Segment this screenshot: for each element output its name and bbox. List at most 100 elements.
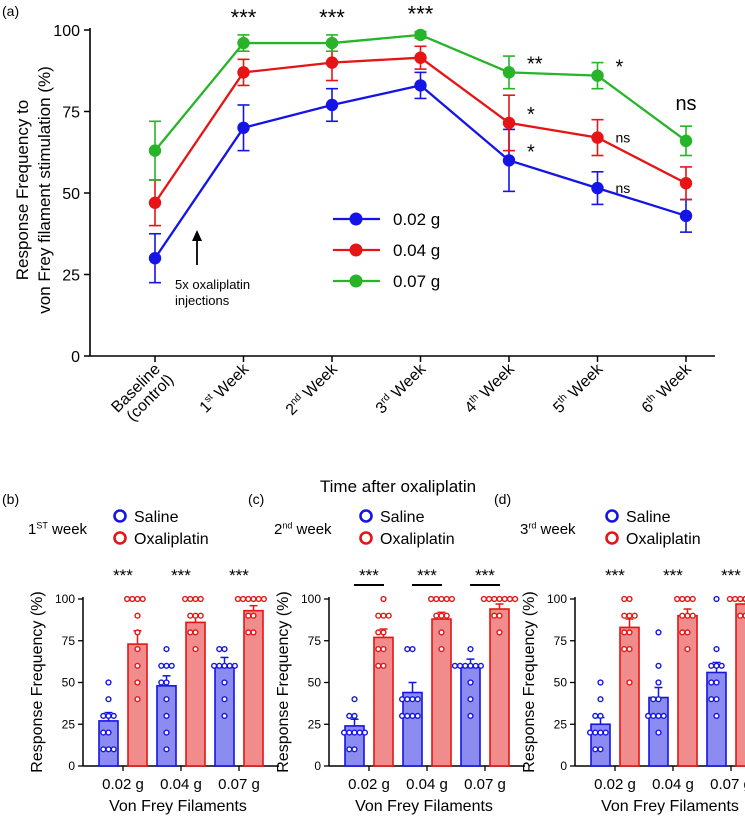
data-point xyxy=(644,712,652,720)
data-point xyxy=(409,696,416,703)
data-point xyxy=(134,662,141,669)
data-point xyxy=(192,595,199,603)
data-point xyxy=(591,181,604,195)
bar xyxy=(98,720,119,767)
legend-marker xyxy=(113,509,127,523)
data-point xyxy=(134,595,141,603)
data-point xyxy=(467,712,474,720)
sig-marker: *** xyxy=(475,566,495,585)
data-point xyxy=(197,612,204,619)
a-xtick-label: 5th Week xyxy=(549,359,607,417)
data-point xyxy=(501,595,508,603)
data-point xyxy=(679,595,686,603)
a-ytick-label: 50 xyxy=(62,186,80,203)
data-point xyxy=(105,712,112,720)
panel-c: (c) 2nd week Saline Oxaliplatin 0 25 50 75 100 Re… xyxy=(248,491,525,815)
panel-title-rest: week xyxy=(536,521,576,538)
a-ylabel-line-1: Response Frequency to xyxy=(13,100,32,281)
data-point xyxy=(592,729,599,736)
data-point xyxy=(351,712,358,720)
data-point xyxy=(226,662,233,669)
data-point xyxy=(380,645,387,653)
data-point xyxy=(123,595,131,603)
data-point xyxy=(148,252,162,265)
annotation-line-2: injections xyxy=(175,293,230,308)
data-point xyxy=(496,612,503,619)
data-point xyxy=(438,612,445,619)
a-ylabel-line-2: von Frey filament stimulation (%) xyxy=(35,66,54,314)
data-point xyxy=(650,712,657,720)
data-point xyxy=(158,679,165,686)
data-point xyxy=(221,696,228,703)
sig-marker: *** xyxy=(417,566,437,585)
data-point xyxy=(237,66,250,79)
a-xtick-label-rest: Week xyxy=(474,360,519,405)
data-point xyxy=(105,679,112,686)
ytick-label: 50 xyxy=(62,676,76,690)
ytick-label: 0 xyxy=(560,759,567,773)
data-point xyxy=(134,629,141,636)
data-point xyxy=(375,662,382,669)
data-point xyxy=(713,595,720,603)
annotation-line-1: 5x oxaliplatin xyxy=(175,277,250,292)
data-point xyxy=(467,645,474,653)
data-point xyxy=(467,662,474,669)
data-point xyxy=(502,154,516,167)
panel-title-rest: week xyxy=(292,521,332,538)
data-point xyxy=(592,712,599,720)
data-point xyxy=(346,729,353,736)
data-point xyxy=(375,612,382,619)
legend-label: Oxaliplatin xyxy=(380,531,455,548)
data-point xyxy=(163,662,170,669)
data-point xyxy=(110,746,117,753)
data-point xyxy=(250,595,257,603)
sig-marker: ns xyxy=(675,93,696,115)
data-point xyxy=(325,98,339,112)
data-point xyxy=(139,595,146,603)
legend-label: 0.02 g xyxy=(393,210,440,229)
ytick-label: 25 xyxy=(62,717,76,731)
data-point xyxy=(713,679,720,686)
legend-marker xyxy=(605,531,619,545)
ylabel: Response Frequency (%) xyxy=(521,591,538,772)
data-point xyxy=(626,612,633,619)
sig-marker: *** xyxy=(113,566,133,585)
data-point xyxy=(197,595,204,603)
data-point xyxy=(655,729,662,736)
data-point xyxy=(221,712,228,720)
a-xtick-label: 4th Week xyxy=(461,359,519,417)
data-point xyxy=(399,712,406,720)
data-point xyxy=(163,712,170,720)
data-point xyxy=(129,595,136,603)
data-point xyxy=(650,696,657,703)
xlabel: Von Frey Filaments xyxy=(355,798,493,815)
ytick-label: 75 xyxy=(554,634,568,648)
data-point xyxy=(231,662,239,669)
data-point xyxy=(234,595,242,603)
bar xyxy=(402,691,423,767)
panel-label: (d) xyxy=(494,491,511,507)
data-point xyxy=(245,612,252,619)
data-point xyxy=(597,712,604,720)
data-point xyxy=(655,662,662,669)
data-point xyxy=(597,746,604,753)
data-point xyxy=(148,196,162,209)
data-point xyxy=(597,729,604,736)
data-point xyxy=(346,746,353,753)
data-point xyxy=(100,746,107,753)
a-xtick-label-rest: Week xyxy=(208,360,253,405)
ylabel: Response Frequency (%) xyxy=(29,591,46,772)
data-point xyxy=(655,696,662,703)
bar xyxy=(431,618,452,767)
ytick-label: 50 xyxy=(554,676,568,690)
sig-marker: *** xyxy=(663,566,683,585)
a-xtick-label-rest: Week xyxy=(385,360,430,405)
data-point xyxy=(187,612,194,619)
legend-label: Oxaliplatin xyxy=(134,531,209,548)
a-xtick-label-rest: Week xyxy=(651,360,696,405)
data-point xyxy=(626,629,633,636)
data-point xyxy=(105,696,112,703)
data-point xyxy=(325,36,339,50)
data-point xyxy=(361,729,369,736)
